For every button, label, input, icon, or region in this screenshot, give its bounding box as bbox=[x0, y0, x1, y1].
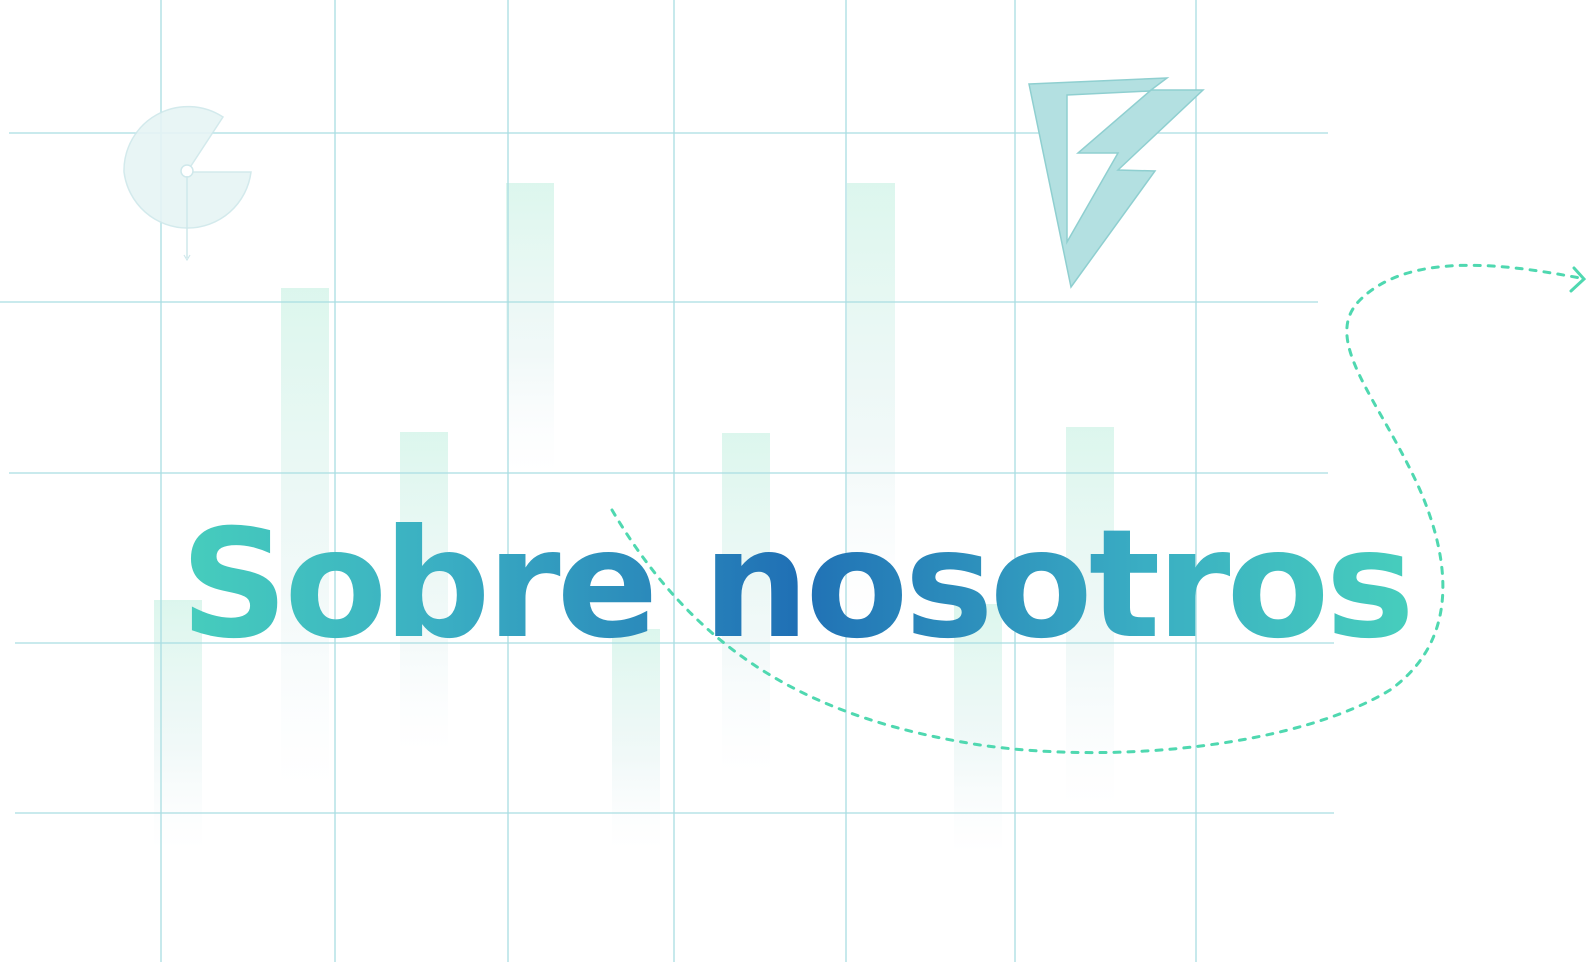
background-bar bbox=[400, 432, 448, 752]
pie-chart-icon bbox=[123, 105, 252, 262]
page-title: Sobre nosotros bbox=[0, 510, 1591, 660]
background-bar bbox=[154, 600, 202, 850]
background-bar bbox=[281, 288, 329, 788]
background-bar bbox=[506, 183, 554, 473]
lightning-bolt-icon bbox=[1028, 77, 1205, 289]
